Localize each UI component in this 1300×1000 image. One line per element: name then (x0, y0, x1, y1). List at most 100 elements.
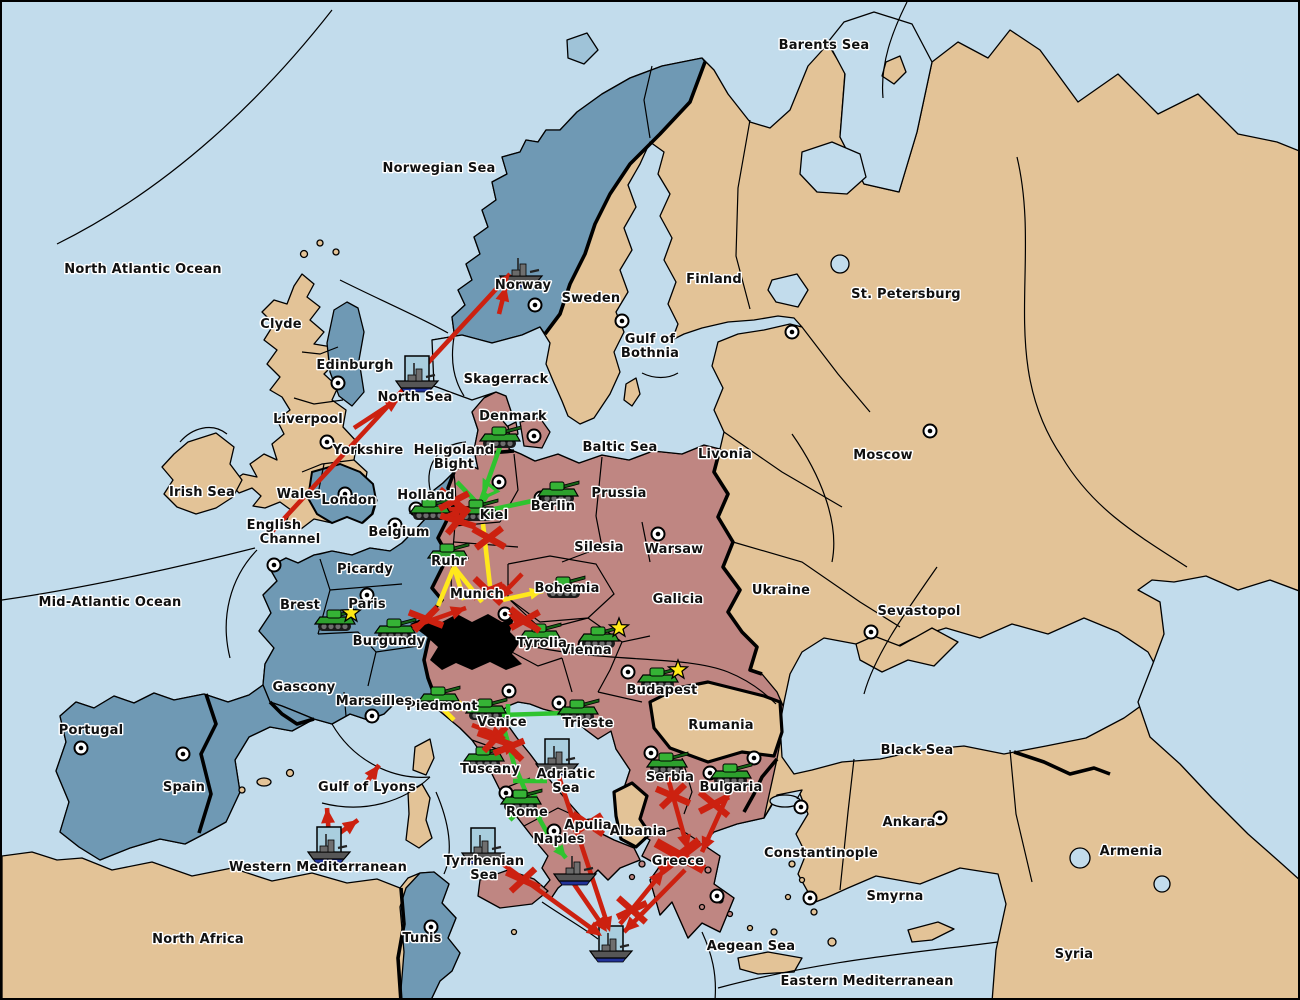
supply-center-spain[interactable] (175, 746, 191, 762)
label-livonia: Livonia (698, 447, 752, 462)
supply-center-marseilles[interactable] (364, 708, 380, 724)
standoff-x-mark (471, 576, 505, 606)
supply-center-rumania[interactable] (746, 750, 762, 766)
label-constantinople: Constantinople (764, 846, 878, 861)
region-switzerland (410, 614, 522, 670)
standoff-x-mark (571, 810, 605, 838)
label-bight: Bight (434, 457, 474, 472)
island-corsica (412, 738, 435, 776)
order-line-red (487, 852, 604, 938)
label-silesia: Silesia (574, 540, 623, 555)
rivers (450, 156, 1188, 705)
standoff-x-mark (492, 731, 526, 763)
label-ruhr: Ruhr (431, 554, 467, 569)
label-paris: Paris (348, 597, 386, 612)
region-albania[interactable] (612, 781, 652, 849)
standoff-x-mark (471, 525, 507, 551)
supply-center-edinburgh[interactable] (330, 375, 346, 391)
label-apulia: Apulia (564, 818, 612, 833)
supply-center-liverpool[interactable] (319, 434, 335, 450)
region-rumania[interactable] (648, 680, 784, 764)
supply-center-moscow[interactable] (922, 423, 938, 439)
label-rumania: Rumania (688, 718, 753, 733)
order-line-yellow (451, 566, 467, 601)
label-denmark: Denmark (479, 409, 547, 424)
island-crete (737, 951, 803, 975)
label-picardy: Picardy (337, 562, 393, 577)
label-armenia: Armenia (1100, 844, 1163, 859)
label-tunis: Tunis (402, 931, 441, 946)
arrowhead-yellow (529, 587, 543, 600)
label-tuscany: Tuscany (460, 762, 520, 777)
supply-center-sweden[interactable] (614, 313, 630, 329)
order-line-yellow (438, 704, 456, 722)
label-albania: Albania (610, 824, 666, 839)
island-shetland (316, 239, 324, 247)
label-sevastopol: Sevastopol (877, 604, 960, 619)
region-crimea[interactable] (855, 627, 959, 673)
label-budapest: Budapest (627, 683, 698, 698)
supply-center-constantinople[interactable] (793, 799, 809, 815)
label-venice: Venice (477, 715, 527, 730)
island-orkney (299, 249, 309, 259)
label-eastern-mediterranean: Eastern Mediterranean (780, 974, 953, 989)
order-line-red (555, 773, 613, 933)
supply-center-denmark[interactable] (526, 428, 542, 444)
supply-center-budapest[interactable] (620, 664, 636, 680)
supply-center-kiel[interactable] (491, 474, 507, 490)
supply-center-smyrna[interactable] (802, 890, 818, 906)
label-sweden: Sweden (562, 291, 621, 306)
standoff-x-mark (697, 789, 731, 819)
island-sardinia (405, 783, 433, 849)
arrowhead-red (495, 286, 510, 303)
label-western-mediterranean: Western Mediterranean (229, 860, 407, 875)
lake-onega (799, 141, 867, 195)
label-gascony: Gascony (273, 680, 336, 695)
island-shetland2 (332, 248, 340, 256)
aegean-islands (628, 860, 818, 936)
supply-center-portugal[interactable] (73, 740, 89, 756)
supply-center-st-petersburg[interactable] (784, 324, 800, 340)
lake-van (1069, 847, 1091, 869)
label-north-africa: North Africa (152, 932, 244, 947)
region-tunis[interactable] (399, 871, 461, 1000)
standoff-x-mark (437, 486, 471, 516)
label-clyde: Clyde (260, 317, 302, 332)
lake-ladoga (767, 273, 809, 308)
label-north-sea: North Sea (378, 390, 453, 405)
arrowhead-red (585, 921, 602, 936)
lake-urmia (1153, 875, 1171, 893)
label-piedmont: Piedmont (406, 699, 478, 714)
label-baltic-sea: Baltic Sea (583, 440, 658, 455)
label-bothnia: Bothnia (621, 346, 679, 361)
label-st-petersburg: St. Petersburg (851, 287, 961, 302)
region-ireland[interactable] (161, 432, 243, 515)
region-iberia[interactable] (55, 684, 315, 861)
label-edinburgh: Edinburgh (316, 358, 393, 373)
label-greece: Greece (652, 854, 704, 869)
label-london: London (321, 493, 376, 508)
label-bulgaria: Bulgaria (700, 780, 763, 795)
arrowhead-red (592, 915, 607, 932)
white-sea-island (881, 55, 907, 85)
supply-center-venice[interactable] (501, 683, 517, 699)
supply-center-greece[interactable] (709, 888, 725, 904)
arrowhead-green (553, 844, 566, 858)
supply-center-serbia[interactable] (643, 745, 659, 761)
order-line-yellow (435, 566, 457, 607)
supply-center-warsaw[interactable] (650, 526, 666, 542)
lake-small (830, 254, 850, 274)
island-minorca (285, 768, 295, 778)
supply-center-munich[interactable] (497, 606, 513, 622)
standoff-x-mark (439, 506, 477, 536)
supply-center-sevastopol[interactable] (863, 624, 879, 640)
label-ukraine: Ukraine (752, 583, 810, 598)
supply-center-norway[interactable] (527, 297, 543, 313)
labels-layer: Barents Sea Norwegian Sea North Atlantic O… (37, 37, 1163, 991)
supply-center-brest[interactable] (266, 557, 282, 573)
island-faroe (566, 32, 599, 65)
label-galicia: Galicia (653, 592, 704, 607)
arrowhead-red (449, 606, 466, 620)
label-adriatic: Adriatic (537, 767, 596, 782)
